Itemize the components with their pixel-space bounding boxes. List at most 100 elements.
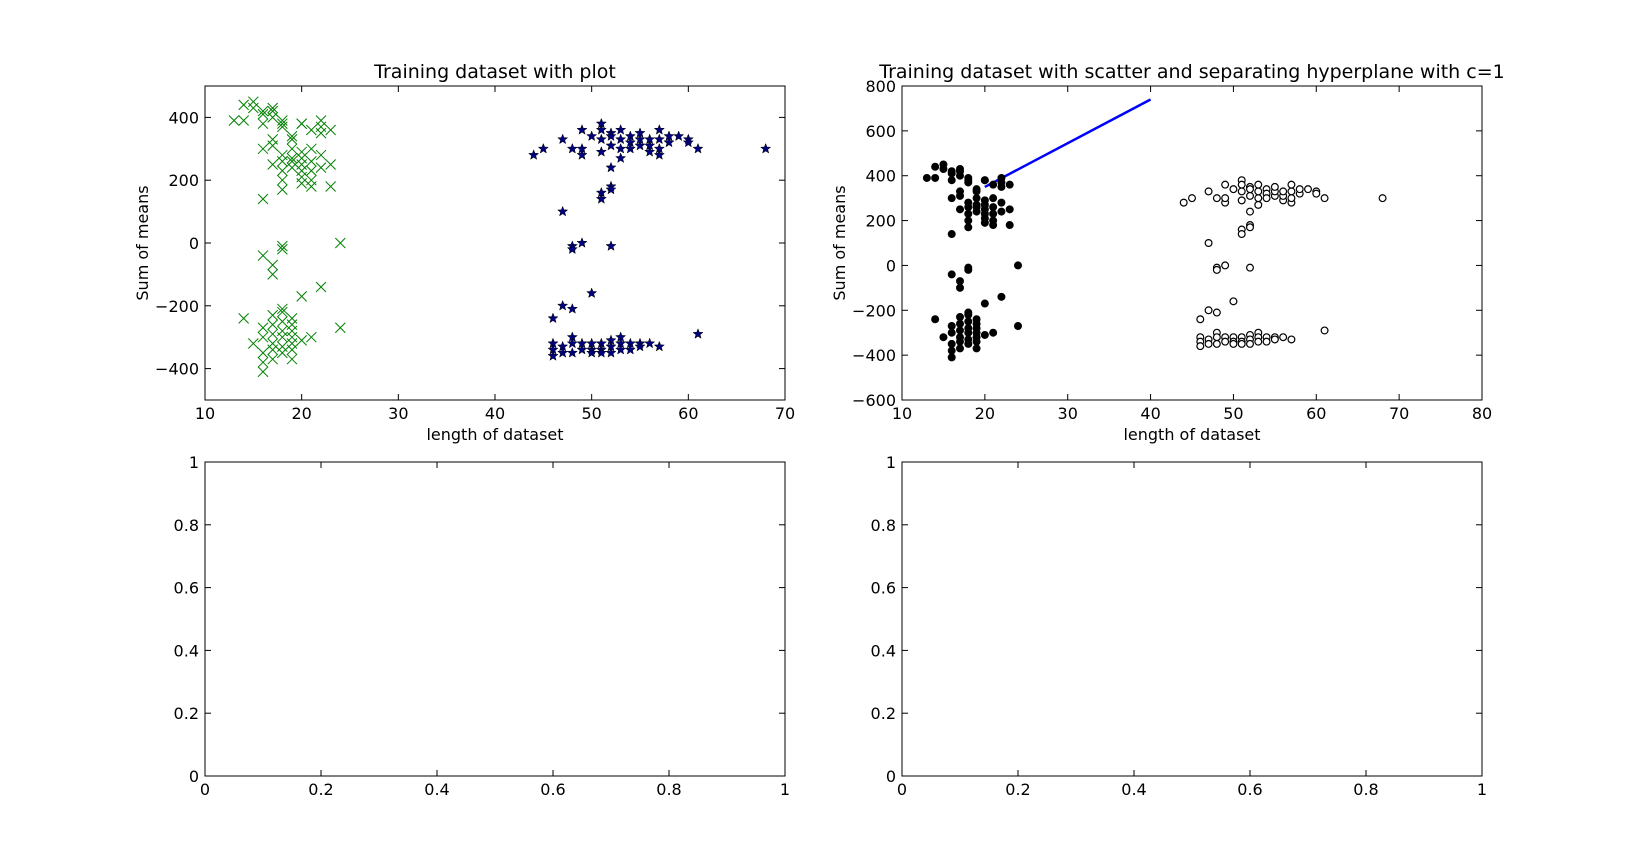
data-point bbox=[267, 112, 279, 123]
y-tick-label: 800 bbox=[865, 77, 896, 96]
data-point bbox=[595, 193, 607, 204]
data-point bbox=[276, 240, 288, 252]
y-tick-label: 600 bbox=[865, 122, 896, 141]
data-point bbox=[257, 105, 269, 117]
data-point bbox=[947, 321, 956, 330]
data-point bbox=[325, 181, 337, 192]
x-tick-label: 0.2 bbox=[1005, 780, 1030, 799]
data-point bbox=[956, 191, 965, 200]
data-point bbox=[286, 152, 298, 164]
y-tick-label: 0.4 bbox=[871, 641, 896, 660]
data-point bbox=[1254, 194, 1263, 203]
data-point bbox=[286, 319, 298, 330]
data-point bbox=[1229, 339, 1238, 348]
plot-frame bbox=[204, 85, 786, 401]
x-tick-label: 10 bbox=[195, 404, 215, 423]
data-point bbox=[1254, 187, 1263, 196]
subplot-1: 10 20 30 40 50 60 70 −400 −200 0 200 400 Training da… bbox=[133, 61, 795, 444]
y-tick-label: 0.6 bbox=[174, 579, 199, 598]
data-point bbox=[1254, 180, 1263, 189]
data-point bbox=[989, 209, 998, 218]
data-point bbox=[997, 292, 1006, 301]
data-point bbox=[286, 353, 298, 365]
data-point bbox=[964, 339, 973, 348]
x-tick-label: 30 bbox=[388, 404, 408, 423]
data-point bbox=[257, 143, 269, 155]
x-tick-label: 70 bbox=[775, 404, 795, 423]
data-point bbox=[1229, 297, 1238, 306]
data-point bbox=[956, 319, 965, 328]
x-tick-label: 0.2 bbox=[308, 780, 333, 799]
data-point bbox=[1303, 185, 1312, 194]
data-point bbox=[257, 118, 269, 130]
data-point bbox=[305, 143, 317, 155]
data-point bbox=[1245, 191, 1254, 200]
data-point bbox=[972, 319, 981, 328]
x-axis-label: length of dataset bbox=[426, 425, 563, 444]
data-point bbox=[980, 176, 989, 185]
data-point bbox=[1221, 261, 1230, 270]
data-point bbox=[547, 350, 559, 361]
data-point bbox=[644, 146, 656, 157]
data-point bbox=[605, 346, 617, 358]
y-tick-label: 200 bbox=[865, 212, 896, 231]
data-point bbox=[760, 142, 772, 154]
data-point bbox=[286, 162, 298, 173]
data-point bbox=[682, 136, 694, 148]
x-tick-label: 0.4 bbox=[1121, 780, 1146, 799]
data-point bbox=[1237, 180, 1246, 189]
data-point bbox=[653, 340, 665, 352]
data-point bbox=[972, 337, 981, 346]
data-point bbox=[1262, 337, 1271, 346]
data-point bbox=[673, 130, 685, 142]
y-tick-label: 0 bbox=[189, 767, 199, 786]
data-point bbox=[972, 207, 981, 216]
data-point bbox=[267, 319, 279, 330]
data-point bbox=[286, 344, 298, 356]
data-point bbox=[997, 198, 1006, 207]
data-point bbox=[947, 230, 956, 239]
data-point bbox=[634, 340, 646, 352]
data-point bbox=[964, 209, 973, 218]
x-tick-label: 80 bbox=[1472, 404, 1492, 423]
data-point bbox=[644, 133, 656, 145]
data-point bbox=[1245, 263, 1254, 272]
data-point bbox=[989, 328, 998, 337]
data-point bbox=[1237, 187, 1246, 196]
data-point bbox=[1279, 333, 1288, 342]
data-point bbox=[305, 124, 317, 136]
data-point bbox=[1204, 239, 1213, 248]
data-point bbox=[644, 139, 656, 151]
data-point bbox=[276, 306, 288, 318]
data-point bbox=[276, 331, 288, 343]
data-point bbox=[267, 309, 279, 321]
x-tick-label: 10 bbox=[892, 404, 912, 423]
data-point bbox=[939, 333, 948, 342]
data-point bbox=[1237, 196, 1246, 205]
data-point bbox=[276, 156, 288, 167]
data-point bbox=[605, 130, 617, 142]
data-point bbox=[276, 165, 288, 177]
data-point bbox=[586, 287, 598, 299]
y-tick-label: 0.2 bbox=[871, 704, 896, 723]
data-point bbox=[634, 127, 646, 138]
data-point bbox=[980, 330, 989, 339]
data-point bbox=[1221, 180, 1230, 189]
data-point bbox=[257, 366, 269, 378]
x-tick-label: 60 bbox=[1306, 404, 1326, 423]
y-tick-label: 0.6 bbox=[871, 579, 896, 598]
data-point bbox=[537, 142, 549, 154]
data-point bbox=[257, 347, 269, 359]
data-point bbox=[238, 313, 250, 324]
data-point bbox=[276, 347, 288, 359]
data-point bbox=[276, 115, 288, 126]
data-point bbox=[267, 259, 279, 271]
data-point bbox=[1014, 261, 1023, 270]
series-2 bbox=[528, 117, 772, 361]
y-tick-label: 0.8 bbox=[871, 516, 896, 535]
data-point bbox=[615, 142, 627, 154]
data-point bbox=[576, 343, 588, 355]
data-point bbox=[1005, 205, 1014, 214]
data-point bbox=[947, 328, 956, 337]
data-point bbox=[1245, 223, 1254, 232]
